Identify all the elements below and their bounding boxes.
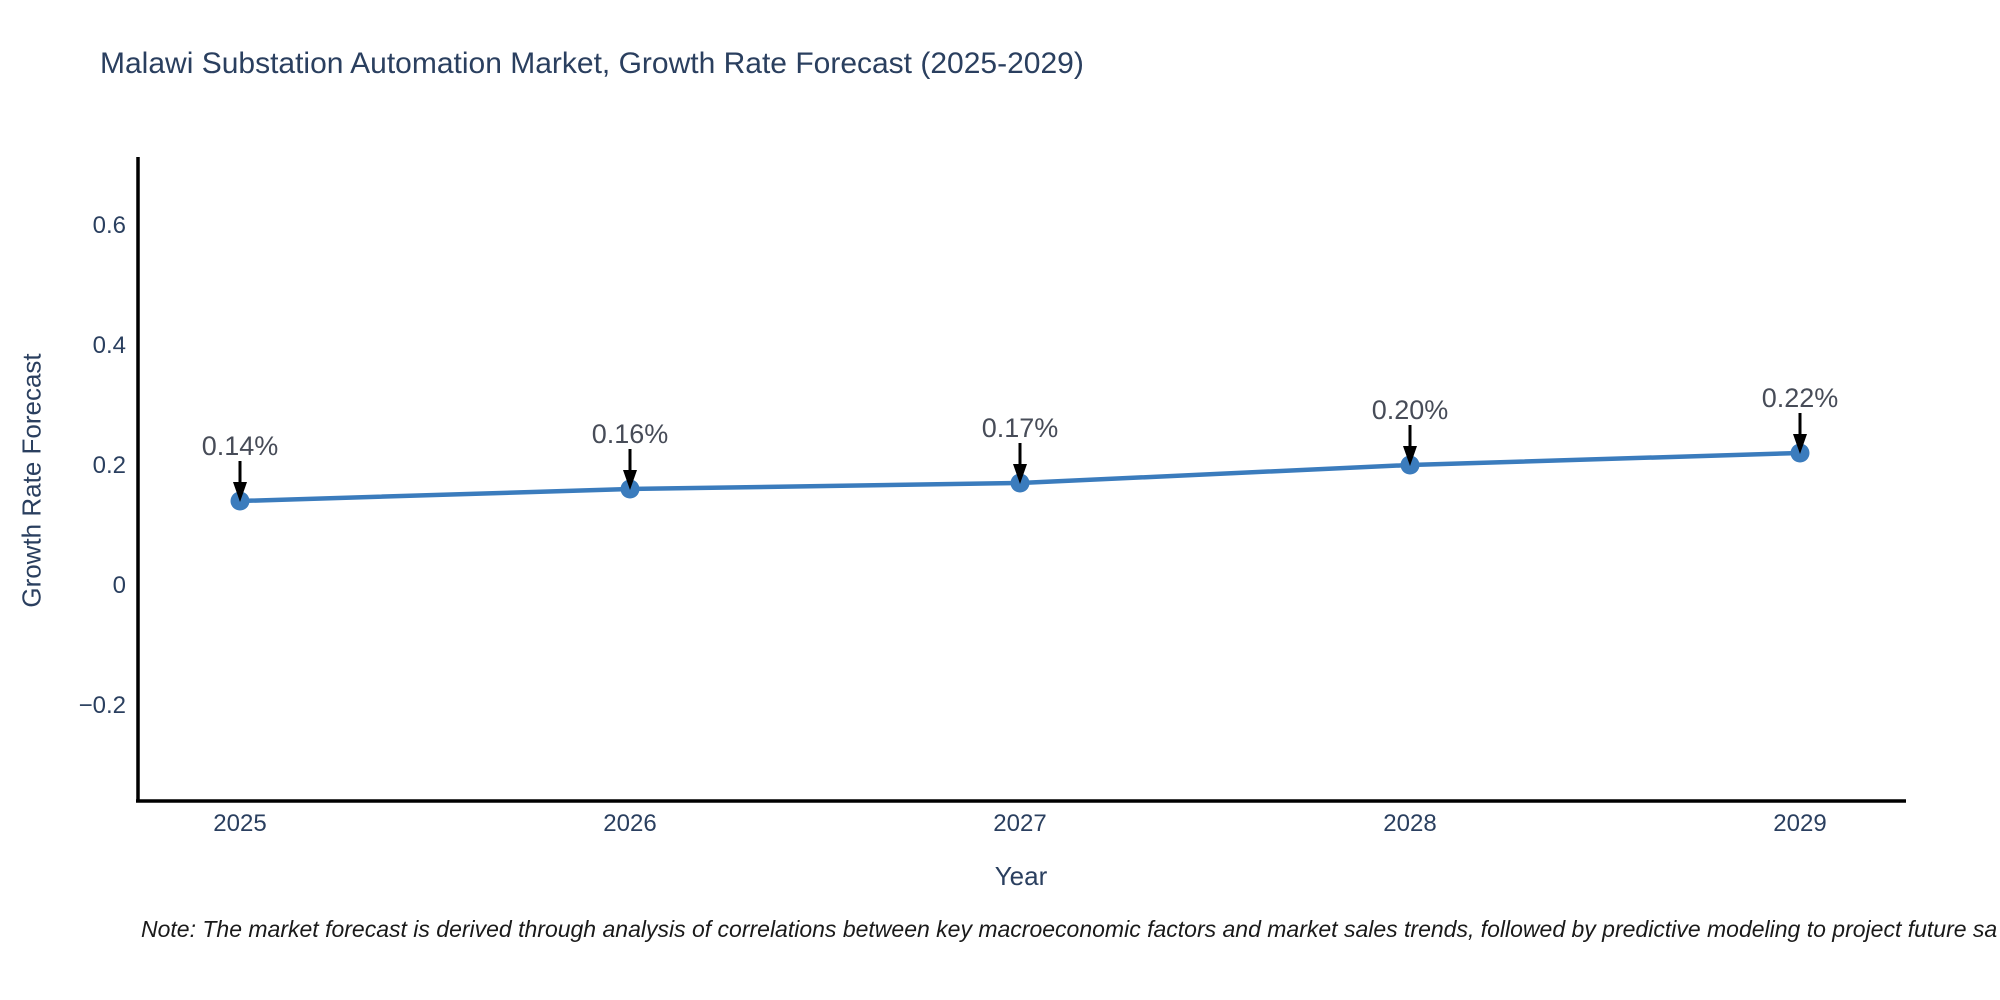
annotation-label: 0.14% <box>202 431 279 461</box>
annotation-arrow-head-icon <box>623 470 637 490</box>
annotation-label: 0.20% <box>1372 395 1449 425</box>
x-tick-label: 2028 <box>1383 810 1436 837</box>
x-tick-label: 2029 <box>1773 810 1826 837</box>
chart-footnote: Note: The market forecast is derived thr… <box>141 916 1998 942</box>
x-tick-label: 2027 <box>993 810 1046 837</box>
y-tick-label: −0.2 <box>79 692 126 719</box>
y-axis-title: Growth Rate Forecast <box>16 353 47 608</box>
annotation-label: 0.17% <box>982 413 1059 443</box>
annotation-arrow-head-icon <box>1793 434 1807 454</box>
annotation-arrow-head-icon <box>1013 464 1027 484</box>
annotation-arrow-head-icon <box>233 482 247 502</box>
y-tick-label: 0 <box>113 572 126 599</box>
x-tick-label: 2026 <box>603 810 656 837</box>
annotation-label: 0.16% <box>592 419 669 449</box>
y-tick-label: 0.6 <box>93 212 126 239</box>
annotation-arrow-head-icon <box>1403 446 1417 466</box>
y-tick-label: 0.2 <box>93 452 126 479</box>
x-axis-title: Year <box>994 861 1048 891</box>
x-tick-label: 2025 <box>213 810 266 837</box>
annotation-label: 0.22% <box>1762 383 1839 413</box>
chart-title: Malawi Substation Automation Market, Gro… <box>100 47 1084 80</box>
y-tick-label: 0.4 <box>93 332 126 359</box>
